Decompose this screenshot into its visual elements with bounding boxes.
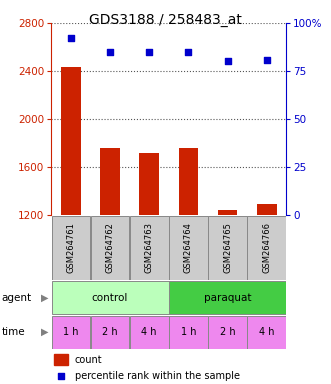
- Text: GSM264761: GSM264761: [67, 222, 75, 273]
- FancyBboxPatch shape: [169, 216, 208, 280]
- Text: control: control: [92, 293, 128, 303]
- FancyBboxPatch shape: [52, 316, 90, 349]
- Point: [58, 373, 63, 379]
- Text: 4 h: 4 h: [141, 327, 157, 337]
- Bar: [54, 354, 68, 365]
- FancyBboxPatch shape: [247, 216, 286, 280]
- FancyBboxPatch shape: [91, 316, 129, 349]
- FancyBboxPatch shape: [130, 216, 168, 280]
- Point: [225, 58, 230, 65]
- Bar: [257, 204, 276, 215]
- Text: paraquat: paraquat: [204, 293, 251, 303]
- Text: GSM264763: GSM264763: [145, 222, 154, 273]
- Text: count: count: [75, 355, 102, 365]
- FancyBboxPatch shape: [247, 316, 286, 349]
- Text: 2 h: 2 h: [102, 327, 118, 337]
- Point: [264, 56, 269, 63]
- Text: GSM264764: GSM264764: [184, 222, 193, 273]
- Text: GDS3188 / 258483_at: GDS3188 / 258483_at: [89, 13, 242, 27]
- Bar: [61, 68, 81, 215]
- Text: GSM264765: GSM264765: [223, 222, 232, 273]
- Text: 1 h: 1 h: [63, 327, 79, 337]
- Text: GSM264766: GSM264766: [262, 222, 271, 273]
- FancyBboxPatch shape: [208, 216, 247, 280]
- Point: [186, 49, 191, 55]
- FancyBboxPatch shape: [52, 281, 168, 314]
- FancyBboxPatch shape: [52, 216, 90, 280]
- Text: percentile rank within the sample: percentile rank within the sample: [75, 371, 240, 381]
- Point: [107, 49, 113, 55]
- Text: GSM264762: GSM264762: [106, 222, 115, 273]
- Text: agent: agent: [2, 293, 32, 303]
- Text: time: time: [2, 327, 25, 337]
- Text: ▶: ▶: [40, 327, 48, 337]
- Text: 4 h: 4 h: [259, 327, 274, 337]
- Point: [147, 49, 152, 55]
- Point: [68, 35, 73, 41]
- Bar: [179, 148, 198, 215]
- Bar: [139, 152, 159, 215]
- Text: 2 h: 2 h: [220, 327, 235, 337]
- Bar: [100, 148, 120, 215]
- FancyBboxPatch shape: [130, 316, 168, 349]
- Bar: [218, 210, 237, 215]
- FancyBboxPatch shape: [91, 216, 129, 280]
- Text: ▶: ▶: [40, 293, 48, 303]
- FancyBboxPatch shape: [208, 316, 247, 349]
- FancyBboxPatch shape: [169, 316, 208, 349]
- FancyBboxPatch shape: [169, 281, 286, 314]
- Text: 1 h: 1 h: [181, 327, 196, 337]
